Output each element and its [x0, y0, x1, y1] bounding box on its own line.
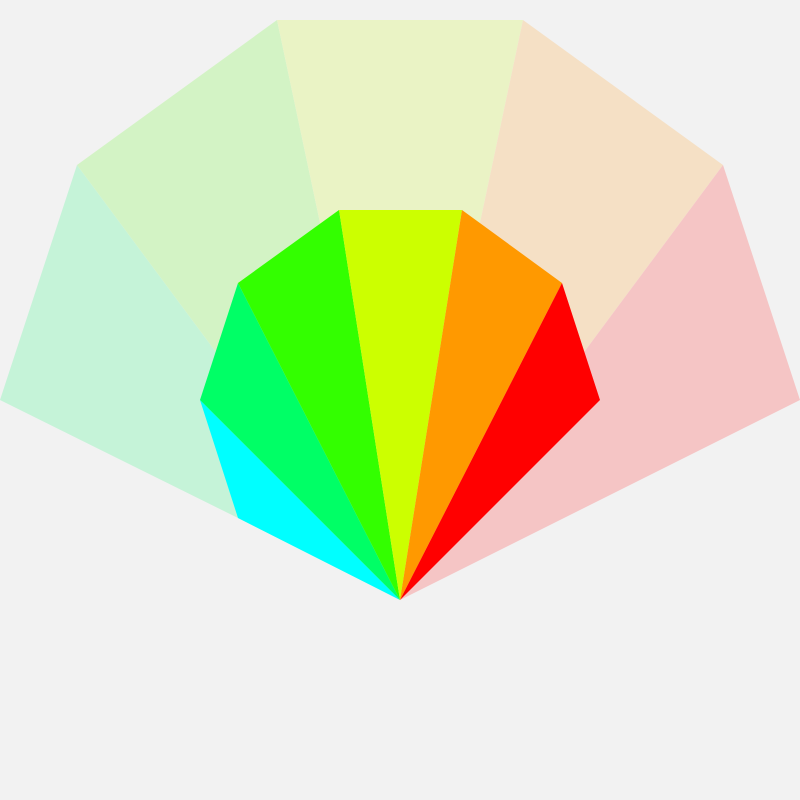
inner-wedge-green	[238, 210, 400, 600]
inner-wedge-spring-green	[200, 283, 400, 600]
inner-fan	[200, 210, 600, 600]
inner-wedge-red	[400, 283, 600, 600]
inner-wedge-lime	[339, 210, 462, 600]
inner-wedge-orange	[400, 210, 562, 600]
